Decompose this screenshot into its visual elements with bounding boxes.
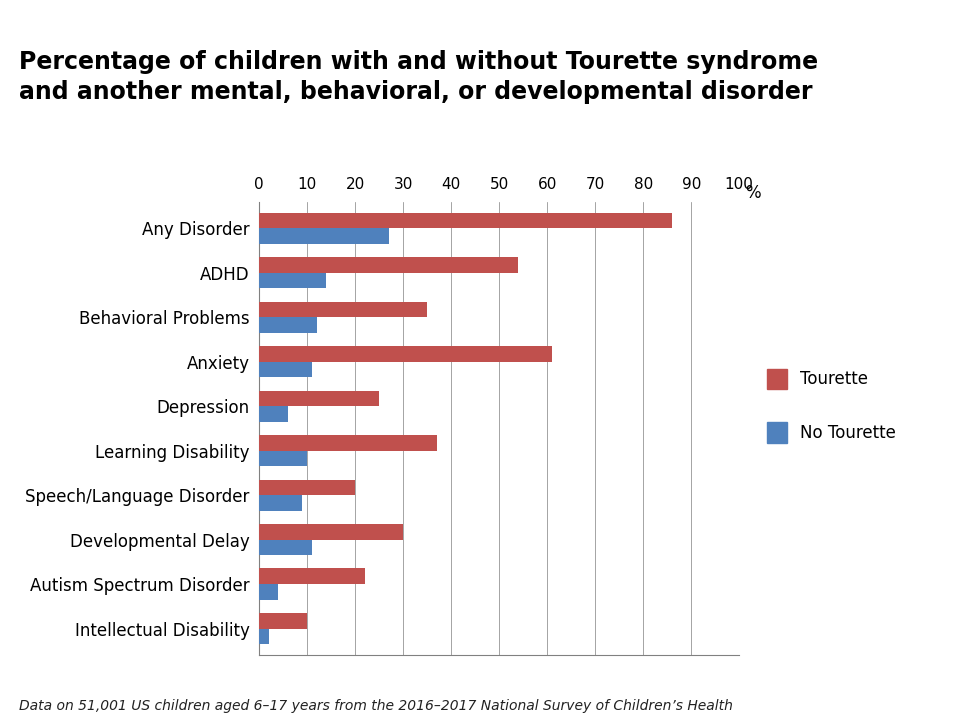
Legend: Tourette, No Tourette: Tourette, No Tourette xyxy=(767,369,896,443)
Bar xyxy=(259,346,552,361)
Bar xyxy=(259,480,355,495)
Bar xyxy=(259,569,365,584)
Bar xyxy=(259,613,307,629)
Bar xyxy=(259,629,269,644)
Bar xyxy=(259,524,403,539)
Bar xyxy=(259,257,518,273)
Bar xyxy=(259,273,326,288)
Bar xyxy=(259,495,302,510)
Bar xyxy=(259,406,288,422)
Bar xyxy=(259,228,389,244)
Bar xyxy=(259,584,278,600)
Text: Percentage of children with and without Tourette syndrome
and another mental, be: Percentage of children with and without … xyxy=(19,50,818,104)
Bar xyxy=(259,318,317,333)
Bar xyxy=(259,435,437,451)
Text: Data on 51,001 US children aged 6–17 years from the 2016–2017 National Survey of: Data on 51,001 US children aged 6–17 yea… xyxy=(19,699,733,713)
Text: %: % xyxy=(745,184,760,202)
Bar xyxy=(259,361,312,377)
Bar xyxy=(259,539,312,555)
Bar xyxy=(259,451,307,467)
Bar xyxy=(259,390,379,406)
Bar xyxy=(259,212,672,228)
Bar xyxy=(259,302,427,318)
